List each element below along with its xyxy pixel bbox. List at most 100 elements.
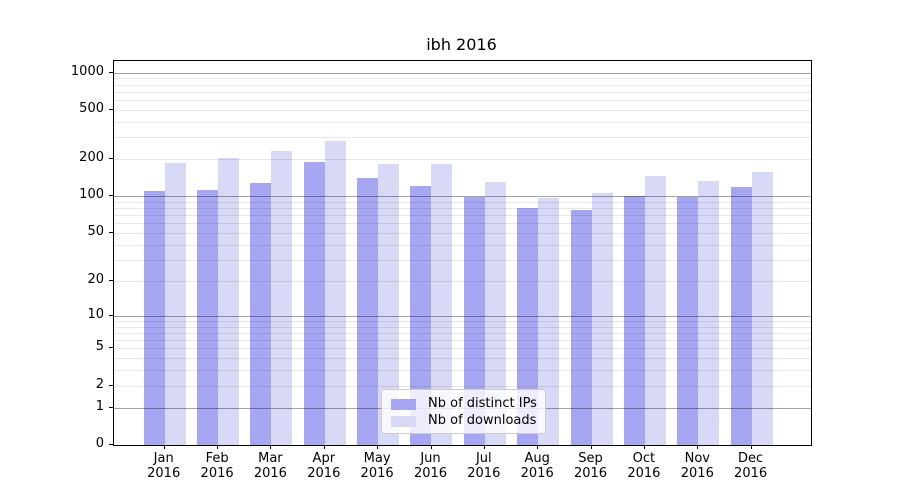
gridline-9	[114, 320, 811, 322]
y-tick-mark	[109, 158, 113, 160]
y-tick-mark	[109, 406, 113, 408]
legend: Nb of distinct IPs Nb of downloads	[381, 389, 546, 434]
x-tick-mark	[163, 445, 165, 449]
gridline-2	[114, 385, 811, 387]
x-tick-label-apr: Apr 2016	[307, 451, 341, 481]
y-tick-mark	[109, 195, 113, 197]
gridline-40	[114, 244, 811, 246]
x-tick-label-sep: Sep 2016	[573, 451, 608, 481]
y-tick-label-10: 10	[87, 306, 104, 322]
x-tick-label-jul: Jul 2016	[467, 451, 501, 481]
x-tick-label-feb: Feb 2016	[200, 451, 234, 481]
x-tick-label-nov: Nov 2016	[680, 451, 714, 481]
gridline-200	[114, 159, 811, 161]
gridline-100	[114, 196, 811, 198]
gridline-20	[114, 280, 811, 282]
legend-swatch-downloads	[391, 415, 416, 427]
y-tick-label-2: 2	[95, 376, 104, 392]
gridline-80	[114, 208, 811, 210]
gridline-700	[114, 91, 811, 93]
bar-distinct-ips-aug	[517, 208, 539, 445]
bar-downloads-jun	[431, 164, 453, 445]
y-tick-mark	[109, 232, 113, 234]
bar-downloads-may	[378, 163, 400, 445]
legend-label-downloads: Nb of downloads	[428, 413, 537, 428]
plot-area: Nb of distinct IPs Nb of downloads	[113, 60, 812, 446]
y-tick-label-100: 100	[79, 187, 104, 203]
x-tick-mark	[270, 445, 272, 449]
bar-downloads-mar	[271, 151, 293, 445]
y-tick-label-1: 1	[95, 398, 104, 414]
x-tick-mark	[750, 445, 752, 449]
legend-swatch-distinct-ips	[391, 398, 416, 410]
x-tick-label-oct: Oct 2016	[627, 451, 661, 481]
x-tick-label-aug: Aug 2016	[520, 451, 554, 481]
x-tick-label-jan: Jan 2016	[147, 451, 181, 481]
bar-downloads-aug	[538, 197, 560, 445]
x-tick-mark	[217, 445, 219, 449]
y-tick-label-500: 500	[79, 100, 104, 116]
x-tick-mark	[590, 445, 592, 449]
y-tick-label-200: 200	[79, 150, 104, 166]
bar-distinct-ips-oct	[623, 196, 645, 445]
gridline-6	[114, 340, 811, 342]
gridline-8	[114, 326, 811, 328]
x-tick-label-dec: Dec 2016	[734, 451, 768, 481]
gridline-10	[114, 315, 811, 317]
y-tick-label-0: 0	[95, 436, 104, 451]
gridline-1000	[114, 72, 811, 74]
bar-downloads-jan	[164, 162, 186, 445]
gridline-30	[114, 259, 811, 261]
x-tick-mark	[643, 445, 645, 449]
y-tick-label-20: 20	[87, 271, 104, 287]
gridline-300	[114, 137, 811, 139]
bar-distinct-ips-nov	[677, 196, 699, 445]
x-tick-label-may: May 2016	[360, 451, 394, 481]
x-tick-mark	[323, 445, 325, 449]
bars-layer	[114, 61, 811, 445]
bar-distinct-ips-jun	[410, 186, 432, 445]
y-tick-mark	[109, 384, 113, 386]
bar-distinct-ips-sep	[570, 210, 592, 445]
gridline-70	[114, 215, 811, 217]
legend-row-downloads: Nb of downloads	[391, 413, 536, 429]
bar-downloads-oct	[644, 176, 666, 445]
y-tick-mark	[109, 71, 113, 73]
bar-distinct-ips-jul	[463, 196, 485, 445]
y-tick-label-5: 5	[95, 339, 104, 355]
bar-distinct-ips-mar	[250, 183, 272, 445]
gridline-400	[114, 121, 811, 123]
x-tick-label-jun: Jun 2016	[413, 451, 448, 481]
x-tick-mark	[537, 445, 539, 449]
y-tick-mark	[109, 444, 113, 445]
bar-downloads-sep	[591, 192, 613, 445]
x-tick-mark	[697, 445, 699, 449]
bar-downloads-dec	[751, 172, 773, 445]
gridline-90	[114, 201, 811, 203]
bar-downloads-nov	[698, 180, 720, 445]
y-tick-mark	[109, 347, 113, 349]
x-tick-label-mar: Mar 2016	[253, 451, 287, 481]
gridline-7	[114, 332, 811, 334]
bar-downloads-apr	[324, 141, 346, 445]
y-tick-label-1000: 1000	[70, 63, 104, 79]
gridline-500	[114, 109, 811, 111]
gridline-4	[114, 358, 811, 360]
gridline-50	[114, 233, 811, 235]
x-tick-mark	[430, 445, 432, 449]
chart-title: ibh 2016	[426, 35, 497, 54]
gridline-3	[114, 370, 811, 372]
y-tick-mark	[109, 108, 113, 110]
bar-distinct-ips-apr	[303, 161, 325, 445]
x-tick-mark	[377, 445, 379, 449]
y-tick-label-50: 50	[87, 224, 104, 240]
x-tick-mark	[483, 445, 485, 449]
legend-label-distinct-ips: Nb of distinct IPs	[428, 396, 537, 411]
bar-distinct-ips-feb	[197, 190, 219, 445]
grid-layer	[114, 61, 811, 445]
y-tick-mark	[109, 279, 113, 281]
bar-distinct-ips-dec	[730, 186, 752, 445]
gridline-800	[114, 84, 811, 86]
bar-distinct-ips-jan	[143, 191, 165, 445]
